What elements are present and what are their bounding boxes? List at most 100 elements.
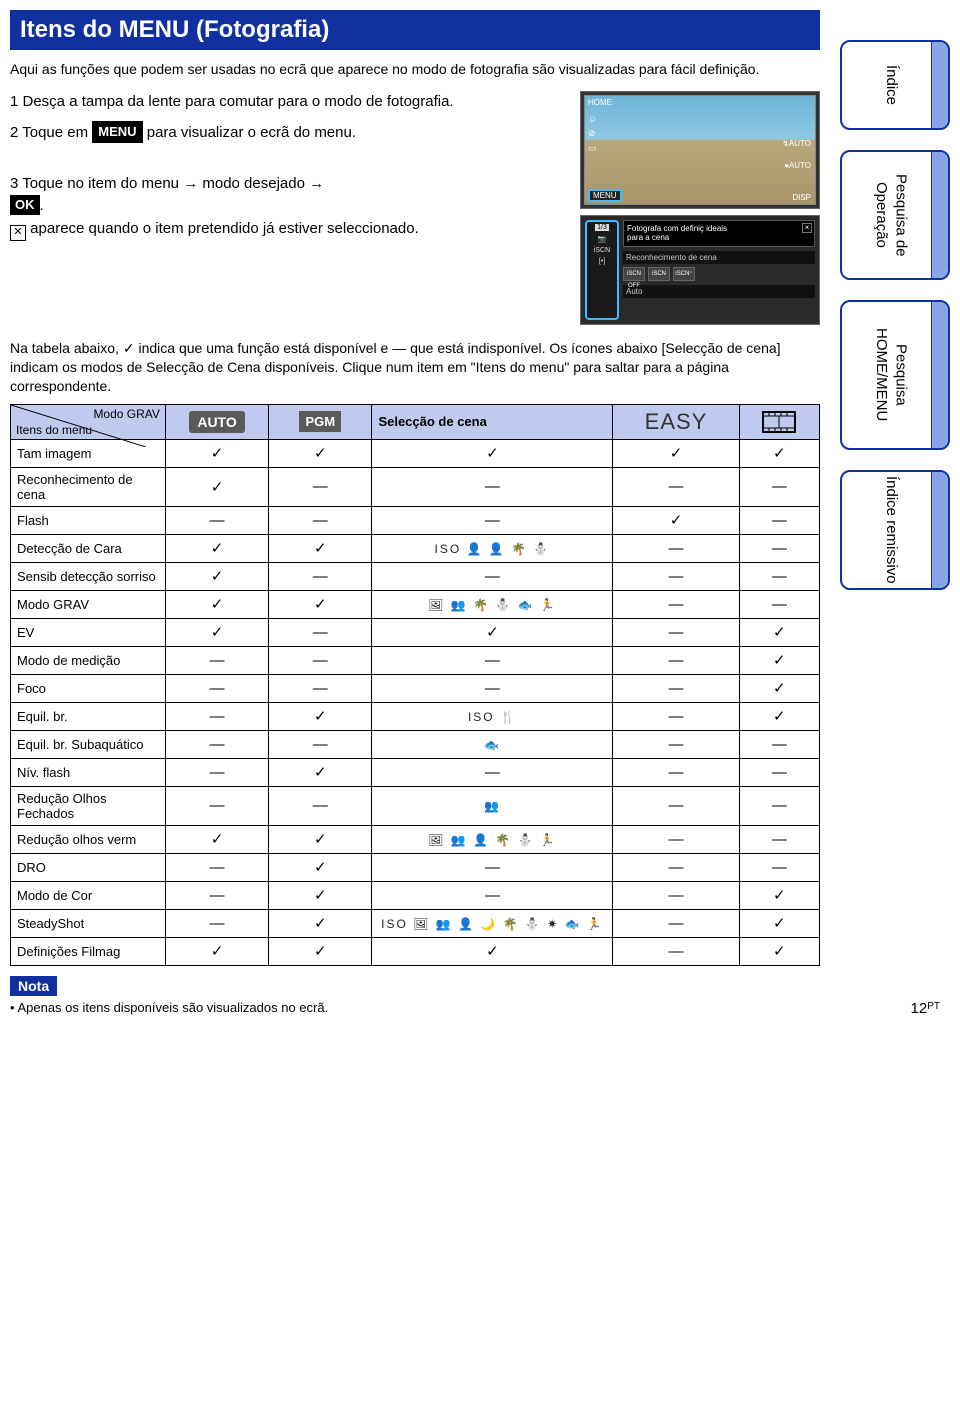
step-2: 2 Toque em MENU para visualizar o ecrã d… bbox=[10, 121, 570, 145]
tab-pesquisa-home-menu[interactable]: Pesquisa HOME/MENU bbox=[840, 300, 950, 450]
row-label[interactable]: Equil. br. bbox=[11, 702, 166, 730]
mode-icon: iSCN OFF bbox=[623, 267, 645, 281]
col-film bbox=[739, 404, 819, 439]
cell-pgm: — bbox=[269, 786, 372, 825]
menu-table: Modo GRAV Itens do menu AUTO PGM Selecçã… bbox=[10, 404, 820, 966]
table-row: EV✓—✓—✓ bbox=[11, 618, 820, 646]
row-label[interactable]: Flash bbox=[11, 506, 166, 534]
tab-label: Pesquisa HOME/MENU bbox=[872, 302, 911, 448]
cell-auto: — bbox=[165, 730, 268, 758]
menu-badge: MENU bbox=[92, 121, 142, 143]
sidebar-icon: [•] bbox=[599, 258, 605, 265]
tab-indice-remissivo[interactable]: Índice remissivo bbox=[840, 470, 950, 590]
page-num-suffix: PT bbox=[927, 1001, 940, 1012]
cell-scene: ✓ bbox=[372, 937, 613, 965]
col-easy: EASY bbox=[613, 404, 739, 439]
cell-auto: — bbox=[165, 506, 268, 534]
cell-pgm: ✓ bbox=[269, 590, 372, 618]
cell-pgm: — bbox=[269, 467, 372, 506]
hud-left-icons: ☺⊘▭ bbox=[588, 112, 597, 155]
cell-auto: — bbox=[165, 674, 268, 702]
mode-icon: iSCN bbox=[648, 267, 670, 281]
cell-easy: — bbox=[613, 730, 739, 758]
cell-film: — bbox=[739, 562, 819, 590]
row-label[interactable]: DRO bbox=[11, 853, 166, 881]
table-row: Modo GRAV✓✓🖼 👥 🌴 ⛄ 🐟 🏃—— bbox=[11, 590, 820, 618]
cell-film: — bbox=[739, 786, 819, 825]
sidebar-icon: 📷 bbox=[598, 235, 607, 243]
table-row: Nív. flash—✓——— bbox=[11, 758, 820, 786]
cell-auto: ✓ bbox=[165, 590, 268, 618]
auto-label: Auto bbox=[623, 285, 815, 298]
row-label[interactable]: SteadyShot bbox=[11, 909, 166, 937]
cell-pgm: — bbox=[269, 646, 372, 674]
row-label[interactable]: EV bbox=[11, 618, 166, 646]
table-row: Foco————✓ bbox=[11, 674, 820, 702]
tab-indice[interactable]: Índice bbox=[840, 40, 950, 130]
arrow-icon: → bbox=[309, 175, 324, 192]
mode-icon: iSCN⁺ bbox=[673, 267, 695, 281]
table-row: Detecção de Cara✓✓ISO 👤 👤 🌴 ⛄—— bbox=[11, 534, 820, 562]
page-number: 12PT bbox=[911, 1000, 940, 1017]
table-row: Flash———✓— bbox=[11, 506, 820, 534]
hud-auto1: ↯AUTO bbox=[782, 139, 811, 148]
cell-pgm: ✓ bbox=[269, 937, 372, 965]
cell-film: — bbox=[739, 758, 819, 786]
cell-film: ✓ bbox=[739, 439, 819, 467]
cell-auto: — bbox=[165, 702, 268, 730]
table-row: DRO—✓——— bbox=[11, 853, 820, 881]
row-label[interactable]: Modo de medição bbox=[11, 646, 166, 674]
cell-auto: ✓ bbox=[165, 562, 268, 590]
table-row: Equil. br.—✓ISO 🍴—✓ bbox=[11, 702, 820, 730]
row-label[interactable]: Foco bbox=[11, 674, 166, 702]
cell-auto: — bbox=[165, 758, 268, 786]
cell-auto: ✓ bbox=[165, 439, 268, 467]
pgm-badge: PGM bbox=[299, 411, 341, 432]
cell-film: — bbox=[739, 534, 819, 562]
diag-bottom-label: Itens do menu bbox=[16, 423, 92, 437]
cell-scene: — bbox=[372, 758, 613, 786]
step3-a: 3 Toque no item do menu bbox=[10, 175, 183, 192]
cell-easy: — bbox=[613, 674, 739, 702]
cell-auto: — bbox=[165, 853, 268, 881]
cell-pgm: ✓ bbox=[269, 758, 372, 786]
row-label[interactable]: Definições Filmag bbox=[11, 937, 166, 965]
sidebar-icon: iSCN bbox=[594, 247, 610, 254]
row-label[interactable]: Redução Olhos Fechados bbox=[11, 786, 166, 825]
cell-scene: — bbox=[372, 467, 613, 506]
cell-pgm: — bbox=[269, 562, 372, 590]
cell-scene: — bbox=[372, 853, 613, 881]
tab-label: Pesquisa de Operação bbox=[872, 152, 911, 278]
section-label: Reconhecimento de cena bbox=[623, 251, 815, 264]
col-pgm: PGM bbox=[269, 404, 372, 439]
cell-scene: 🐟 bbox=[372, 730, 613, 758]
row-label[interactable]: Reconhecimento de cena bbox=[11, 467, 166, 506]
close-icon: × bbox=[802, 223, 812, 233]
cell-scene: ✓ bbox=[372, 439, 613, 467]
row-label[interactable]: Modo GRAV bbox=[11, 590, 166, 618]
cell-pgm: ✓ bbox=[269, 825, 372, 853]
row-label[interactable]: Equil. br. Subaquático bbox=[11, 730, 166, 758]
row-label[interactable]: Modo de Cor bbox=[11, 881, 166, 909]
camera-menu-sidebar: 1/3 📷 iSCN [•] bbox=[585, 220, 619, 320]
cell-pgm: ✓ bbox=[269, 909, 372, 937]
table-row: SteadyShot—✓ISO 🖼 👥 👤 🌙 🌴 ⛄ ✷ 🐟 🏃—✓ bbox=[11, 909, 820, 937]
step3-b: modo desejado bbox=[198, 175, 309, 192]
tab-pesquisa-operacao[interactable]: Pesquisa de Operação bbox=[840, 150, 950, 280]
cell-easy: — bbox=[613, 881, 739, 909]
cell-scene: — bbox=[372, 881, 613, 909]
cell-auto: ✓ bbox=[165, 534, 268, 562]
cell-pgm: — bbox=[269, 618, 372, 646]
table-row: Modo de medição————✓ bbox=[11, 646, 820, 674]
cell-scene: 👥 bbox=[372, 786, 613, 825]
tooltip-line2: para a cena bbox=[627, 233, 669, 242]
page-indicator: 1/3 bbox=[595, 224, 609, 231]
camera-screenshot-bottom: 1/3 📷 iSCN [•] Fotografa com definiç ide… bbox=[580, 215, 820, 325]
row-label[interactable]: Detecção de Cara bbox=[11, 534, 166, 562]
row-label[interactable]: Sensib detecção sorriso bbox=[11, 562, 166, 590]
row-label[interactable]: Redução olhos verm bbox=[11, 825, 166, 853]
table-row: Sensib detecção sorriso✓———— bbox=[11, 562, 820, 590]
table-intro: Na tabela abaixo, ✓ indica que uma funçã… bbox=[10, 339, 820, 396]
hud-menu: MENU bbox=[588, 189, 622, 202]
row-label[interactable]: Nív. flash bbox=[11, 758, 166, 786]
